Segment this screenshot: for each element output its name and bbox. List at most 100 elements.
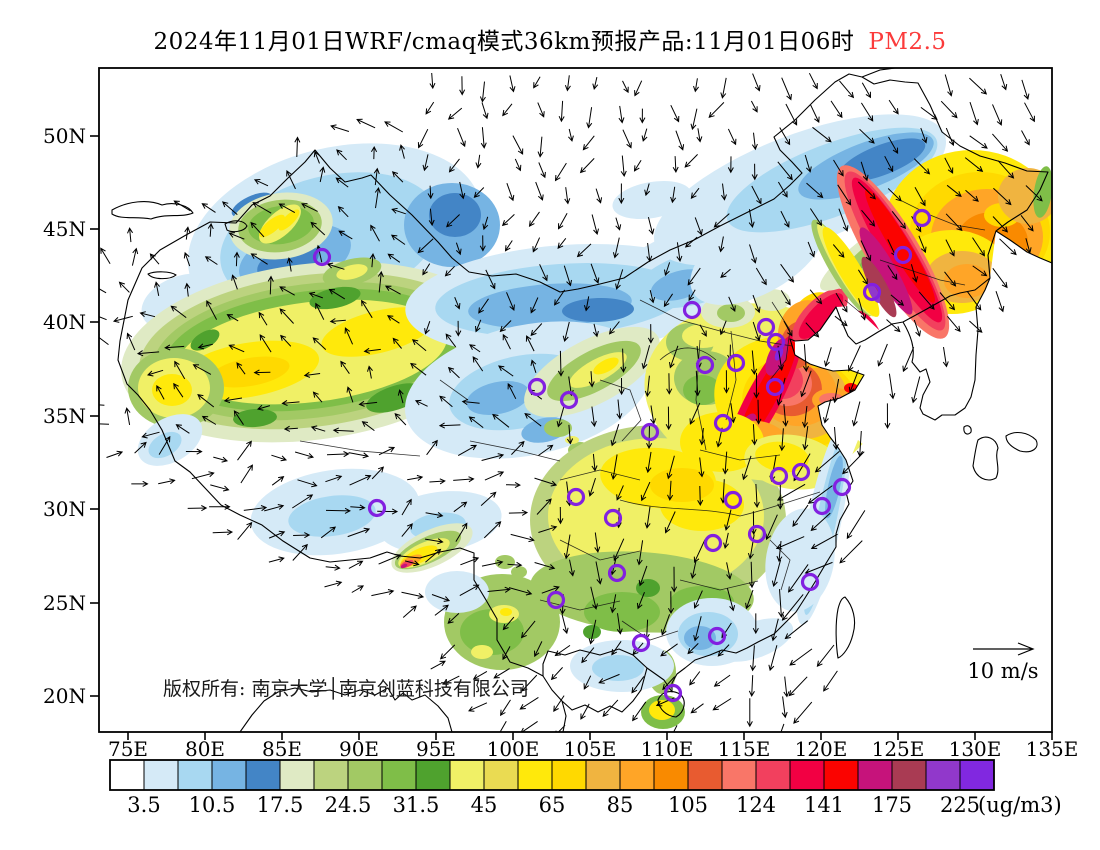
- wind-arrow: [633, 159, 642, 172]
- wind-arrow: [459, 181, 466, 200]
- wind-arrow: [944, 271, 957, 287]
- wind-arrow: [583, 296, 590, 312]
- wind-arrow: [664, 511, 676, 534]
- wind-arrow: [301, 203, 318, 212]
- city-marker: [682, 300, 702, 320]
- city-marker: [800, 572, 820, 592]
- wind-arrow: [438, 422, 461, 429]
- lat-label: 30N: [43, 497, 86, 521]
- wind-arrow: [861, 209, 876, 227]
- wind-arrow: [430, 660, 446, 670]
- wind-arrow: [506, 292, 515, 311]
- colorbar-cell: [245, 759, 281, 791]
- wind-arrow: [475, 319, 482, 333]
- city-marker: [893, 245, 913, 265]
- wind-arrow: [210, 484, 230, 492]
- wind-arrow: [664, 262, 671, 276]
- wind-arrow: [401, 523, 413, 537]
- wind-arrow: [1024, 102, 1035, 123]
- colorbar-cell: [109, 759, 145, 791]
- wind-arrow: [434, 604, 449, 616]
- wind-arrow: [512, 135, 524, 155]
- wind-arrow: [271, 454, 288, 462]
- wind-arrow: [720, 77, 727, 99]
- wind-arrow: [134, 441, 147, 454]
- wind-arrow: [995, 291, 1005, 313]
- wind-arrow: [723, 532, 729, 549]
- wind-arrow: [997, 160, 1015, 179]
- pm25-contour-blob: [684, 626, 716, 650]
- pm25-contour-blob: [495, 555, 515, 569]
- wind-arrow: [213, 456, 229, 463]
- wind-arrow: [698, 457, 705, 478]
- wind-arrow: [175, 424, 190, 434]
- wind-arrow: [666, 455, 675, 480]
- wind-arrow: [742, 455, 752, 481]
- pm25-contour-blob: [865, 189, 935, 303]
- wind-arrow: [846, 510, 866, 540]
- wind-arrow: [638, 565, 648, 587]
- wind-arrow: [267, 275, 274, 295]
- wind-arrow: [602, 699, 619, 717]
- wind-arrow: [507, 382, 517, 400]
- wind-arrow: [553, 695, 565, 712]
- lon-label: 75E: [108, 737, 148, 761]
- wind-arrow: [887, 188, 902, 202]
- wind-arrow: [371, 466, 385, 480]
- wind-arrow: [532, 237, 541, 253]
- pm25-contour-blob: [755, 441, 809, 473]
- wind-legend-label: 10 m/s: [967, 659, 1038, 683]
- wind-arrow: [201, 203, 216, 213]
- wind-arrow: [446, 214, 460, 228]
- wind-arrow: [857, 181, 876, 200]
- wind-arrow: [425, 538, 444, 545]
- wind-arrow: [554, 289, 566, 306]
- wind-arrow: [457, 128, 466, 148]
- wind-arrow: [520, 620, 536, 639]
- colorbar-cell: [823, 759, 859, 791]
- wind-arrow: [404, 560, 420, 567]
- city-marker: [747, 524, 767, 544]
- wind-arrow: [644, 375, 651, 398]
- wind-arrow: [361, 421, 375, 432]
- wind-arrow: [838, 208, 849, 232]
- lon-label: 120E: [795, 737, 848, 761]
- wind-arrow: [228, 344, 245, 353]
- wind-arrow: [667, 591, 675, 615]
- wind-arrow: [508, 509, 529, 516]
- city-marker: [527, 377, 547, 397]
- pm25-contour-blob: [583, 625, 601, 639]
- wind-arrow: [536, 498, 552, 515]
- wind-arrow: [884, 403, 891, 429]
- wind-arrow: [586, 107, 593, 129]
- colorbar-cell: [891, 759, 927, 791]
- wind-arrow: [755, 267, 767, 286]
- wind-arrow: [611, 641, 622, 656]
- wind-arrow: [499, 721, 507, 732]
- wind-arrow: [857, 269, 868, 285]
- wind-arrow: [358, 400, 378, 407]
- wind-arrow: [583, 675, 592, 690]
- colorbar-cell: [381, 759, 417, 791]
- pm25-contour-blob: [309, 286, 361, 310]
- pm25-contour-blob: [466, 380, 530, 416]
- wind-arrow: [439, 395, 453, 408]
- wind-arrow: [891, 210, 907, 230]
- wind-arrow: [750, 350, 758, 375]
- wind-arrow: [588, 371, 595, 388]
- wind-arrow: [399, 144, 405, 159]
- wind-arrow: [374, 187, 381, 209]
- wind-arrow: [712, 698, 732, 711]
- wind-arrow: [942, 347, 949, 368]
- wind-vectors: [99, 72, 1043, 732]
- city-marker: [607, 563, 627, 583]
- pm25-contour-blob: [321, 307, 435, 357]
- wind-arrow: [748, 675, 755, 697]
- wind-arrow: [472, 670, 488, 680]
- wind-arrow: [888, 99, 899, 115]
- wind-arrow: [347, 527, 371, 538]
- lon-label: 135E: [1026, 737, 1079, 761]
- wind-arrow: [650, 405, 657, 425]
- wind-arrow: [610, 424, 620, 447]
- wind-arrow: [367, 365, 373, 379]
